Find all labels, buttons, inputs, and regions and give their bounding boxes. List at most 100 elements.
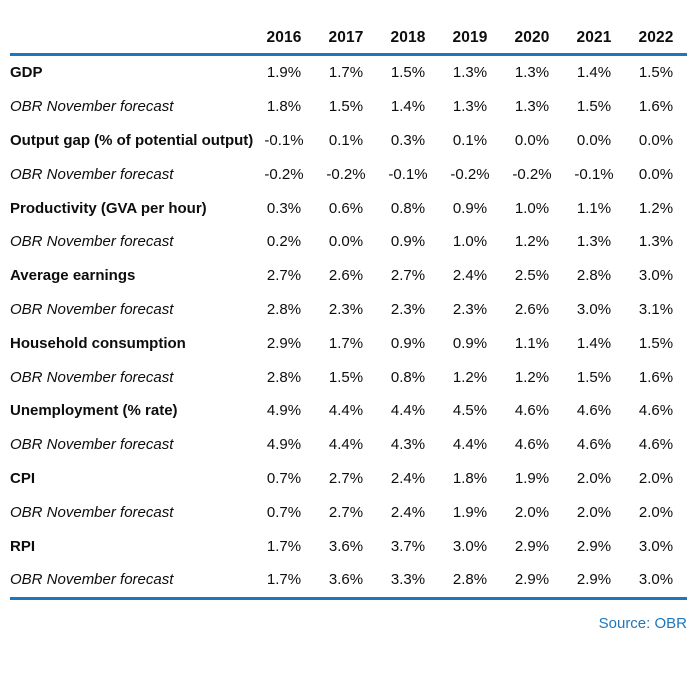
value-cell: 0.0% <box>576 131 612 149</box>
value-cell: 4.4% <box>328 436 364 454</box>
value-cell: 1.9% <box>266 64 302 82</box>
value-cell: 0.6% <box>328 199 364 217</box>
value-cell: 1.5% <box>576 98 612 116</box>
value-cell: 0.0% <box>638 131 674 149</box>
value-cell: 1.5% <box>328 98 364 116</box>
value-cell: 3.3% <box>390 571 426 589</box>
value-cell: 2.8% <box>452 571 488 589</box>
value-cell: 1.7% <box>266 537 302 555</box>
value-cell: 1.5% <box>638 64 674 82</box>
row-label: CPI <box>10 469 36 487</box>
value-cell: 4.5% <box>452 402 488 420</box>
value-cell: 2.9% <box>514 537 550 555</box>
value-cell: 4.6% <box>638 436 674 454</box>
value-cell: 2.6% <box>514 300 550 318</box>
value-cell: 2.0% <box>638 469 674 487</box>
value-cell: 4.6% <box>576 436 612 454</box>
row-label: OBR November forecast <box>10 165 174 183</box>
table-row: OBR November forecast 1.8% 1.5% 1.4% 1.3% 1.… <box>10 90 687 124</box>
row-label: Unemployment (% rate) <box>10 402 178 420</box>
value-cell: 0.3% <box>390 131 426 149</box>
row-label: OBR November forecast <box>10 98 174 116</box>
value-cell: -0.1% <box>388 165 428 183</box>
table-row: Average earnings 2.7% 2.6% 2.7% 2.4% 2.5% 2.8… <box>10 259 687 293</box>
value-cell: 2.9% <box>266 334 302 352</box>
value-cell: 4.6% <box>576 402 612 420</box>
value-cell: 1.4% <box>576 64 612 82</box>
value-cell: -0.2% <box>264 165 304 183</box>
year-header: 2019 <box>452 29 488 46</box>
value-cell: -0.2% <box>512 165 552 183</box>
value-cell: -0.2% <box>326 165 366 183</box>
value-cell: 1.0% <box>452 233 488 251</box>
value-cell: 0.0% <box>514 131 550 149</box>
value-cell: 2.3% <box>390 300 426 318</box>
value-cell: 4.4% <box>390 402 426 420</box>
year-header: 2018 <box>390 29 426 46</box>
value-cell: 2.0% <box>514 503 550 521</box>
value-cell: 2.0% <box>576 503 612 521</box>
table-row: OBR November forecast 1.7% 3.6% 3.3% 2.8% 2.… <box>10 563 687 597</box>
value-cell: 2.0% <box>576 469 612 487</box>
table-row: Output gap (% of potential output) -0.1%… <box>10 124 687 158</box>
value-cell: 1.2% <box>452 368 488 386</box>
value-cell: 3.6% <box>328 571 364 589</box>
value-cell: 0.9% <box>390 334 426 352</box>
value-cell: 1.2% <box>514 233 550 251</box>
value-cell: 0.3% <box>266 199 302 217</box>
row-label: OBR November forecast <box>10 503 174 521</box>
value-cell: 1.4% <box>576 334 612 352</box>
value-cell: 4.3% <box>390 436 426 454</box>
value-cell: 2.0% <box>638 503 674 521</box>
value-cell: 1.3% <box>452 64 488 82</box>
year-header: 2020 <box>514 29 550 46</box>
row-label: Average earnings <box>10 267 136 285</box>
value-cell: 3.0% <box>638 537 674 555</box>
value-cell: 1.4% <box>390 98 426 116</box>
row-label: RPI <box>10 537 36 555</box>
value-cell: 2.7% <box>266 267 302 285</box>
value-cell: 1.1% <box>576 199 612 217</box>
value-cell: 1.3% <box>514 64 550 82</box>
row-label: OBR November forecast <box>10 368 174 386</box>
value-cell: 1.2% <box>514 368 550 386</box>
value-cell: 4.9% <box>266 436 302 454</box>
value-cell: 1.5% <box>328 368 364 386</box>
value-cell: 1.7% <box>266 571 302 589</box>
table-header-row: 2016 2017 2018 2019 2020 2021 2022 <box>10 0 687 56</box>
value-cell: 2.8% <box>266 368 302 386</box>
value-cell: 2.3% <box>452 300 488 318</box>
value-cell: 0.1% <box>452 131 488 149</box>
table-row: Productivity (GVA per hour) 0.3% 0.6% 0.8%… <box>10 191 687 225</box>
value-cell: 1.7% <box>328 64 364 82</box>
value-cell: 3.0% <box>638 571 674 589</box>
value-cell: 3.6% <box>328 537 364 555</box>
value-cell: 2.9% <box>576 537 612 555</box>
row-label: Productivity (GVA per hour) <box>10 199 207 217</box>
table-row: OBR November forecast 4.9% 4.4% 4.3% 4.4% 4.… <box>10 428 687 462</box>
table-row: Household consumption 2.9% 1.7% 0.9% 0.9% 1.… <box>10 326 687 360</box>
value-cell: 2.9% <box>576 571 612 589</box>
value-cell: 0.1% <box>328 131 364 149</box>
value-cell: 3.0% <box>452 537 488 555</box>
value-cell: 4.6% <box>514 402 550 420</box>
table-row: OBR November forecast 2.8% 2.3% 2.3% 2.3% 2.… <box>10 293 687 327</box>
table-row: OBR November forecast -0.2% -0.2% -0.1% -0.… <box>10 157 687 191</box>
year-header: 2017 <box>328 29 364 46</box>
value-cell: 4.6% <box>514 436 550 454</box>
table-row: OBR November forecast 0.7% 2.7% 2.4% 1.9% 2.… <box>10 495 687 529</box>
row-label: Output gap (% of potential output) <box>10 131 253 149</box>
table-row: Unemployment (% rate) 4.9% 4.4% 4.4% 4.5% 4.… <box>10 394 687 428</box>
year-header: 2021 <box>576 29 612 46</box>
value-cell: 1.9% <box>514 469 550 487</box>
value-cell: 1.6% <box>638 368 674 386</box>
value-cell: 2.8% <box>576 267 612 285</box>
value-cell: 2.7% <box>328 503 364 521</box>
table-row: GDP 1.9% 1.7% 1.5% 1.3% 1.3% 1.4% 1.5% <box>10 56 687 90</box>
table-body: GDP 1.9% 1.7% 1.5% 1.3% 1.3% 1.4% 1.5% OBR Nov… <box>10 56 687 600</box>
value-cell: -0.1% <box>574 165 614 183</box>
value-cell: 4.4% <box>328 402 364 420</box>
value-cell: 0.0% <box>638 165 674 183</box>
value-cell: 0.7% <box>266 469 302 487</box>
value-cell: 1.7% <box>328 334 364 352</box>
